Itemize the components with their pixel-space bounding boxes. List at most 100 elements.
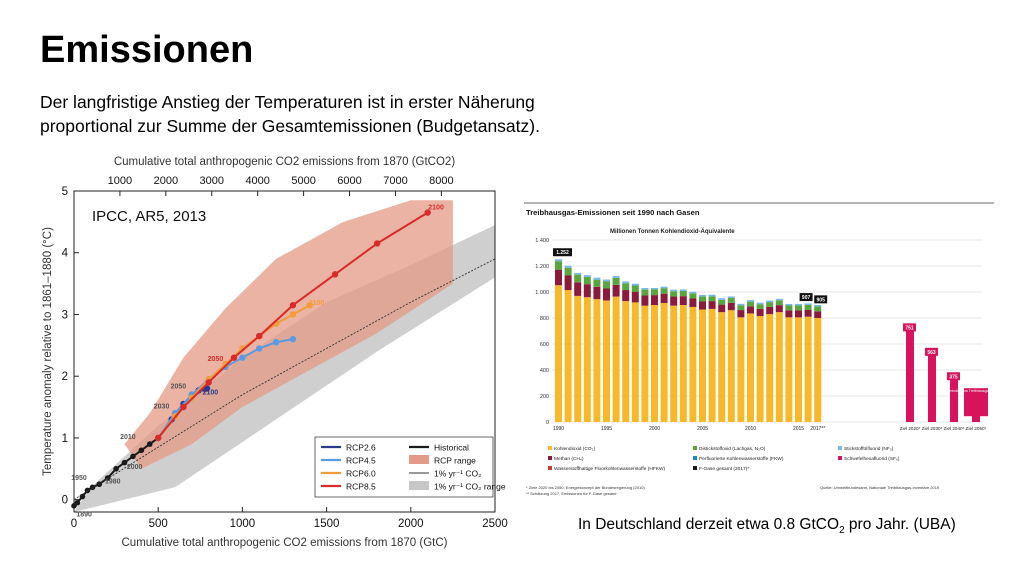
uba-bar-segment bbox=[603, 288, 610, 301]
data-point bbox=[306, 302, 313, 309]
uba-bar-segment bbox=[766, 300, 774, 303]
data-point bbox=[89, 484, 96, 491]
uba-bar-segment bbox=[641, 295, 649, 306]
uba-2050-band bbox=[964, 388, 988, 417]
uba-bar-segment bbox=[670, 289, 678, 292]
data-point bbox=[289, 302, 297, 309]
uba-bar-segment bbox=[583, 297, 591, 422]
data-point bbox=[289, 335, 297, 343]
uba-y-label: 400 bbox=[540, 368, 549, 374]
uba-value-label: 1.252 bbox=[556, 250, 569, 256]
uba-value-label: 563 bbox=[927, 350, 936, 356]
top-tick-label: 7000 bbox=[383, 175, 407, 187]
uba-value-box bbox=[925, 347, 938, 356]
uba-value-box bbox=[814, 295, 828, 304]
legend-label: RCP8.5 bbox=[346, 482, 376, 492]
uba-x-label: 2010 bbox=[745, 426, 756, 432]
uba-bar-segment bbox=[660, 293, 668, 304]
uba-y-label: 200 bbox=[540, 394, 549, 400]
data-point bbox=[256, 345, 263, 352]
uba-bar-segment bbox=[651, 289, 658, 296]
legend-label: RCP4.5 bbox=[346, 456, 376, 466]
uba-legend-label: Stickstofftrifluorid (NF₃) bbox=[844, 446, 894, 452]
data-point bbox=[130, 453, 136, 460]
data-point bbox=[230, 354, 238, 361]
uba-legend-swatch bbox=[548, 466, 552, 470]
uba-bar-segment bbox=[727, 302, 735, 311]
data-point bbox=[272, 339, 280, 346]
uba-bar-segment bbox=[718, 304, 726, 313]
series-line-5 bbox=[73, 258, 496, 501]
uba-bar-segment bbox=[631, 283, 639, 286]
x-tick-label: 2500 bbox=[482, 518, 508, 530]
x-axis-title: Cumulative total anthropogenic CO2 emiss… bbox=[122, 537, 448, 549]
slide-subtitle: Der langfristige Anstieg der Temperature… bbox=[40, 92, 540, 136]
uba-bar-segment bbox=[699, 309, 706, 422]
uba-legend-swatch bbox=[693, 446, 697, 450]
uba-bar-segment bbox=[603, 300, 610, 422]
x-tick-label: 1000 bbox=[230, 518, 256, 530]
uba-bar-segment bbox=[574, 274, 582, 283]
uba-bar-segment bbox=[593, 286, 601, 300]
uba-bar-segment bbox=[555, 259, 562, 262]
uba-bar-segment bbox=[737, 305, 745, 311]
uba-bar-segment bbox=[679, 289, 687, 291]
uba-bar-segment bbox=[564, 267, 572, 276]
uba-bar-segment bbox=[814, 305, 822, 307]
uba-bar-segment bbox=[795, 310, 802, 318]
legend-box bbox=[314, 436, 494, 498]
uba-figure: Treibhausgas-Emissionen seit 1990 nach G… bbox=[520, 198, 1003, 498]
uba-legend-swatch bbox=[693, 456, 697, 460]
point-label: 1890 bbox=[76, 511, 92, 518]
slide-title: Emissionen bbox=[40, 29, 254, 71]
uba-bar-segment bbox=[689, 306, 697, 422]
legend-swatch bbox=[409, 481, 429, 490]
uba-target-label: Ziel 2050* bbox=[966, 426, 987, 431]
uba-bar-segment bbox=[651, 305, 658, 422]
uba-bar-segment bbox=[699, 301, 706, 310]
data-point bbox=[146, 441, 153, 447]
uba-bar-segment bbox=[641, 289, 649, 296]
uba-legend-label: F-Gase gesamt (2017)* bbox=[699, 466, 749, 472]
x-tick-label: 500 bbox=[149, 518, 168, 530]
uba-bar-segment bbox=[737, 303, 745, 306]
uba-x-label: 1995 bbox=[601, 426, 612, 432]
uba-bar-segment bbox=[660, 288, 668, 294]
uba-bar-segment bbox=[747, 306, 754, 314]
top-tick-label: 1000 bbox=[108, 175, 132, 187]
y-tick-label: 1 bbox=[62, 433, 68, 445]
uba-bar-segment bbox=[651, 287, 658, 290]
y-axis-title: Temperature anomaly relative to 1861–188… bbox=[42, 227, 54, 476]
uba-y-label: 0 bbox=[546, 420, 549, 426]
uba-bar-segment bbox=[574, 295, 582, 422]
uba-bar-segment bbox=[583, 276, 591, 285]
uba-legend-label: Wasserstoffhaltige Fluorkohlenwasserstof… bbox=[554, 466, 665, 472]
top-tick-label: 3000 bbox=[200, 175, 224, 187]
uba-bar-segment bbox=[679, 290, 687, 297]
uba-value-label: 375 bbox=[949, 374, 958, 380]
ipcc-chart: Cumulative total anthropogenic CO2 emiss… bbox=[42, 156, 508, 549]
uba-bar-segment bbox=[708, 301, 716, 309]
uba-bar-segment bbox=[785, 303, 793, 306]
top-tick-label: 6000 bbox=[337, 175, 361, 187]
uba-y-label: 1.000 bbox=[535, 290, 549, 296]
uba-bar-segment bbox=[727, 296, 735, 298]
uba-bar-segment bbox=[564, 265, 572, 268]
uba-y-label: 1.200 bbox=[535, 264, 549, 270]
uba-bar-segment bbox=[727, 297, 735, 303]
uba-value-label: 905 bbox=[817, 297, 826, 303]
x-tick-label: 0 bbox=[71, 518, 77, 530]
uba-value-label: 907 bbox=[802, 295, 811, 301]
uba-target-label: Ziel 2040* bbox=[944, 426, 965, 431]
uba-bar-segment bbox=[631, 285, 639, 292]
uba-x-label: 2015 bbox=[793, 426, 804, 432]
uba-bar-segment bbox=[670, 296, 678, 306]
uba-legend-swatch bbox=[838, 456, 842, 460]
uba-bar-segment bbox=[775, 298, 783, 301]
uba-bar-segment bbox=[593, 279, 601, 287]
uba-bar-segment bbox=[612, 296, 620, 422]
uba-target-bar bbox=[950, 373, 958, 422]
uba-bar-segment bbox=[641, 287, 649, 290]
data-point bbox=[121, 459, 128, 466]
uba-bar-segment bbox=[795, 305, 802, 311]
